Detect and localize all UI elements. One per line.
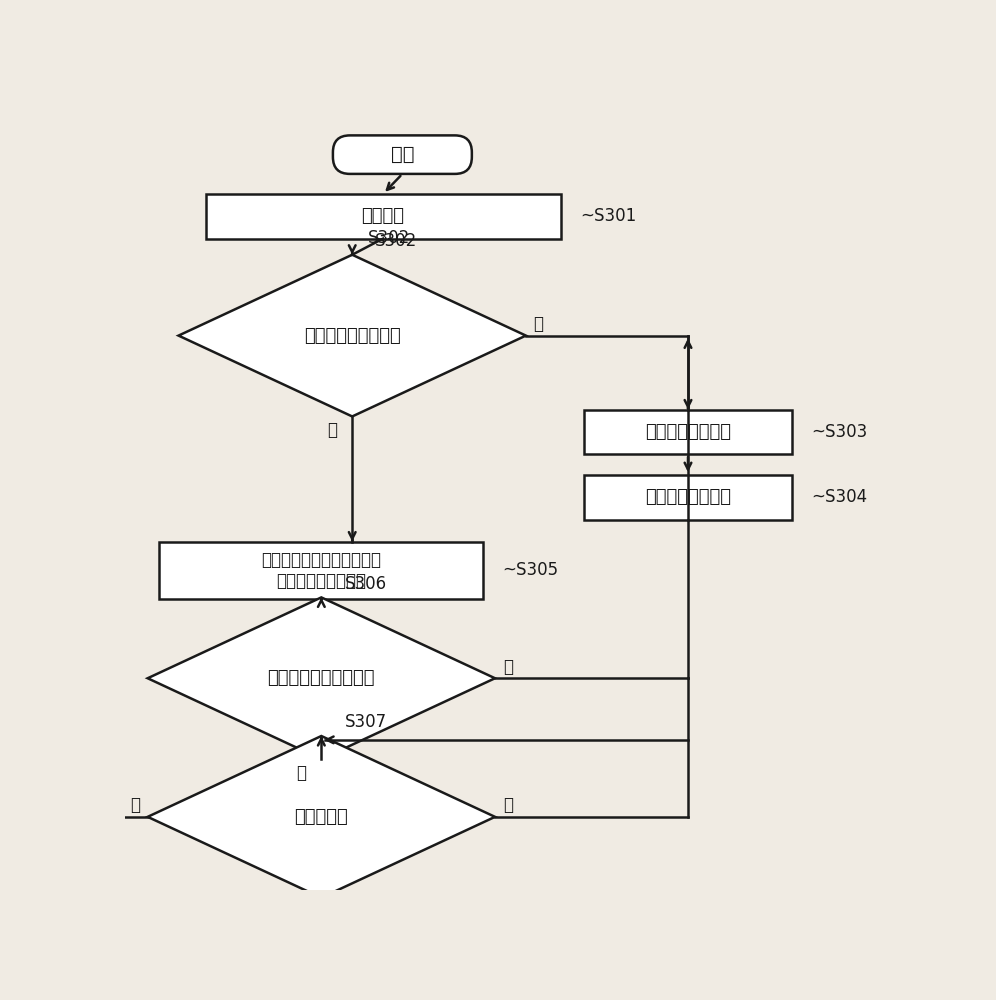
Polygon shape xyxy=(178,255,526,416)
Text: 开始: 开始 xyxy=(390,145,414,164)
Polygon shape xyxy=(147,597,495,759)
Text: ~S303: ~S303 xyxy=(812,423,868,441)
Text: S302: S302 xyxy=(375,232,417,250)
Text: 是否需校正取样相位: 是否需校正取样相位 xyxy=(304,327,400,345)
Text: 系统开机: 系统开机 xyxy=(362,207,404,225)
Text: 否: 否 xyxy=(327,421,337,439)
Text: S307: S307 xyxy=(345,713,386,731)
Bar xyxy=(584,410,792,454)
Text: 是: 是 xyxy=(129,796,139,814)
Text: ~S301: ~S301 xyxy=(580,207,636,225)
Text: 是: 是 xyxy=(296,764,306,782)
Bar xyxy=(159,542,483,599)
Bar xyxy=(205,194,561,239)
Text: 是否低电量: 是否低电量 xyxy=(295,808,349,826)
Text: S302: S302 xyxy=(368,229,410,247)
Text: 是: 是 xyxy=(534,315,544,333)
Text: 否: 否 xyxy=(503,796,513,814)
Text: 否: 否 xyxy=(503,658,513,676)
Text: ~S305: ~S305 xyxy=(503,561,559,579)
Text: 根据所储存的最佳取样相位
设定时脉信号的相位: 根据所储存的最佳取样相位 设定时脉信号的相位 xyxy=(261,551,381,590)
Polygon shape xyxy=(147,736,495,898)
Text: ~S304: ~S304 xyxy=(812,488,868,506)
Text: 储存最佳取样相位: 储存最佳取样相位 xyxy=(645,488,731,506)
Text: 最佳取样相位是否适用: 最佳取样相位是否适用 xyxy=(268,669,375,687)
Bar xyxy=(584,475,792,520)
Text: S306: S306 xyxy=(345,575,386,593)
Text: 执行取样相位校正: 执行取样相位校正 xyxy=(645,423,731,441)
FancyBboxPatch shape xyxy=(333,135,472,174)
